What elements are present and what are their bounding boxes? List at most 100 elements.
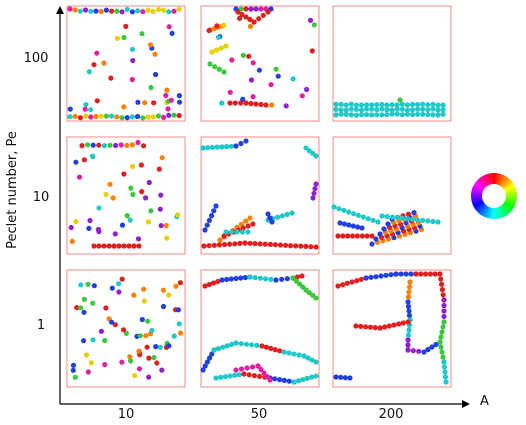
particle <box>159 155 165 161</box>
particle <box>369 106 375 112</box>
particle <box>151 354 157 361</box>
particle <box>301 353 307 359</box>
particle <box>160 303 167 310</box>
particle <box>351 211 357 217</box>
particle <box>129 163 136 170</box>
particle <box>215 278 221 285</box>
particle <box>441 319 447 325</box>
particle <box>420 106 426 112</box>
particle <box>218 45 224 51</box>
particle <box>141 298 147 304</box>
particle <box>206 217 212 223</box>
particle <box>272 376 278 382</box>
color-wheel-segment <box>500 205 508 216</box>
particle <box>145 219 151 225</box>
particle <box>212 64 218 70</box>
particle <box>406 312 413 319</box>
particle <box>394 102 400 108</box>
particle <box>272 347 278 353</box>
color-wheel-segment <box>490 207 494 219</box>
particle <box>238 140 244 147</box>
particle <box>404 102 410 108</box>
panel-a10-pe1 <box>66 269 186 388</box>
particle <box>437 271 443 277</box>
particle <box>247 23 254 29</box>
particle <box>237 240 243 246</box>
particle <box>154 360 160 366</box>
particle <box>290 76 296 82</box>
particle <box>338 111 344 117</box>
particle <box>253 6 259 12</box>
color-wheel-segment <box>489 173 493 185</box>
color-wheel-segment <box>497 173 503 185</box>
particle <box>113 142 119 149</box>
particle <box>67 114 73 120</box>
particle <box>213 375 219 381</box>
particle <box>130 191 136 198</box>
particle <box>124 6 130 12</box>
particle <box>241 371 247 377</box>
particle <box>384 213 390 220</box>
particle <box>156 166 162 172</box>
particle <box>300 377 306 383</box>
particle <box>211 208 217 214</box>
particle <box>263 344 269 350</box>
particle <box>388 272 394 278</box>
particle <box>263 276 269 282</box>
particle <box>202 227 208 233</box>
particle <box>350 223 356 229</box>
particle <box>277 348 283 354</box>
particle <box>439 281 445 287</box>
particle <box>116 281 122 287</box>
particle <box>142 100 148 106</box>
particle <box>267 241 273 247</box>
particle <box>233 143 239 149</box>
particle <box>67 106 73 112</box>
particle <box>333 112 339 118</box>
particle <box>239 229 246 235</box>
particle <box>232 100 238 106</box>
particle <box>176 6 182 12</box>
particle <box>296 281 303 287</box>
particle <box>116 289 122 295</box>
particle <box>166 343 172 349</box>
particle <box>98 113 104 119</box>
particle <box>442 369 448 375</box>
particle <box>358 323 364 329</box>
particle <box>399 106 405 112</box>
particle <box>364 112 370 118</box>
particle <box>135 99 141 105</box>
color-wheel-segment <box>474 202 485 211</box>
particle <box>308 244 314 250</box>
particle <box>112 231 118 237</box>
particle <box>440 102 446 108</box>
particle <box>405 342 411 348</box>
particle <box>413 271 419 277</box>
color-wheel-segment <box>480 205 488 216</box>
particle <box>303 243 309 249</box>
particle <box>166 9 172 15</box>
particle <box>368 274 374 280</box>
particle <box>160 287 167 293</box>
particle <box>294 274 301 280</box>
particle <box>145 318 151 324</box>
particle <box>360 214 366 220</box>
particle <box>358 102 365 108</box>
y-axis-label: Peclet number, Pe <box>5 131 20 249</box>
particle <box>239 11 245 18</box>
particle <box>88 8 94 14</box>
color-wheel-segment <box>483 174 490 186</box>
particle <box>441 313 447 320</box>
color-wheel-segment <box>504 201 515 208</box>
particle <box>224 343 230 349</box>
particle <box>363 275 369 281</box>
particle <box>111 243 117 249</box>
particle <box>379 112 385 118</box>
panel-a50-pe10 <box>200 136 320 255</box>
particle <box>267 377 273 383</box>
particle <box>425 218 431 224</box>
particle <box>256 16 262 22</box>
particle <box>127 217 133 223</box>
particle <box>72 113 78 119</box>
color-wheel-segment <box>505 196 517 199</box>
